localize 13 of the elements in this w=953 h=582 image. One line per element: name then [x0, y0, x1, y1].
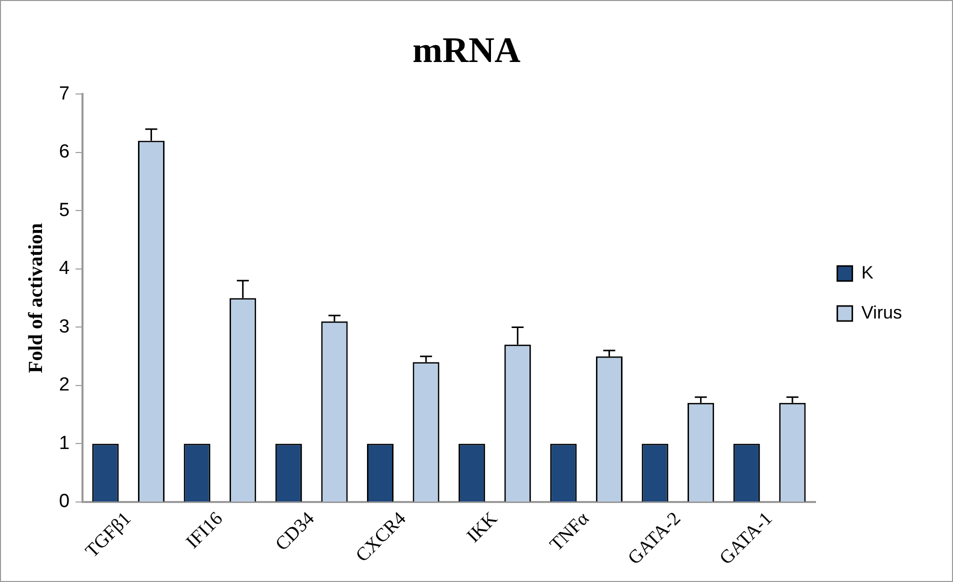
y-tick-label: 6	[58, 142, 70, 163]
y-tick-label: 4	[58, 258, 70, 280]
y-tick-label: 0	[58, 491, 70, 512]
y-tick-label: 3	[58, 316, 70, 338]
legend-label: Virus	[861, 302, 902, 322]
x-tick-label: IKK	[463, 508, 502, 547]
y-axis-title: Fold of activation	[25, 223, 48, 374]
y-tick-label: 5	[58, 200, 70, 221]
y-tick-label: 7	[58, 83, 70, 104]
chart-title: mRNA	[412, 30, 520, 70]
legend-label: K	[861, 262, 874, 282]
y-tick-label: 2	[58, 374, 70, 396]
y-tick-label: 1	[58, 432, 70, 454]
